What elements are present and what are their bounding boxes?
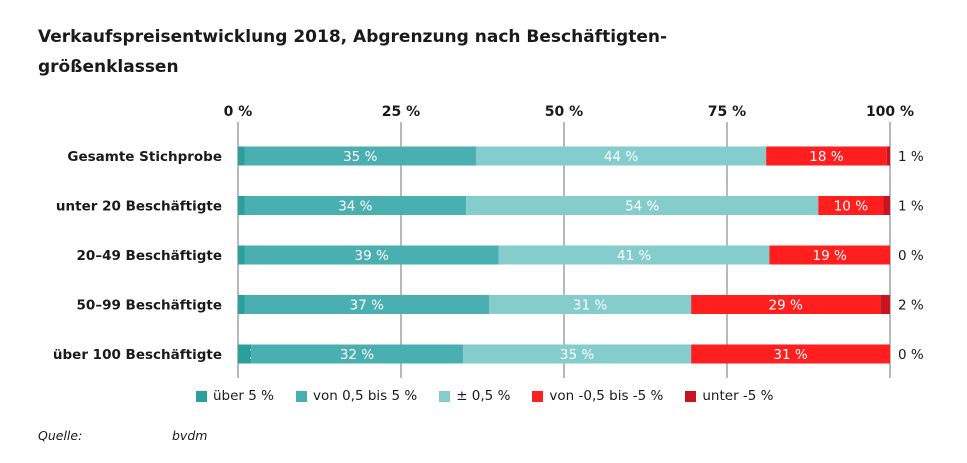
legend-swatch [532, 390, 544, 402]
data-label: 54 % [625, 199, 659, 215]
chart-title-line-2: größenklassen [38, 57, 179, 77]
legend-item-von-minus-0-5-bis-minus-5: von -0,5 bis -5 % [532, 388, 663, 404]
bar-segment [238, 196, 245, 215]
bar-segment [238, 245, 245, 265]
bar-segment [883, 196, 890, 215]
chart-title: Verkaufspreisentwicklung 2018, Abgrenzun… [38, 22, 678, 82]
data-label: 2 % [898, 298, 924, 314]
data-label: 0 % [898, 347, 924, 363]
bar-segment [489, 295, 692, 314]
data-label: 31 % [573, 298, 607, 314]
bar-segment [498, 245, 770, 265]
legend-item-unter-minus-5: unter -5 % [685, 388, 774, 404]
bar-segment [251, 344, 463, 364]
data-label: 32 % [340, 347, 374, 363]
bar-segment [238, 146, 245, 166]
bar-segment [462, 344, 692, 364]
legend-swatch [439, 390, 451, 402]
bar-segment [818, 196, 884, 215]
bar-segment [244, 196, 467, 215]
x-tick-label: 50 % [545, 104, 583, 120]
legend-label: von 0,5 bis 5 % [312, 388, 418, 404]
x-tick-label: 100 % [866, 104, 914, 120]
category-label: 50–99 Beschäftigte [77, 298, 222, 314]
bar-segment [244, 245, 499, 265]
bar-segment [238, 295, 245, 314]
data-label: 35 % [560, 347, 594, 363]
data-label: 0 % [898, 248, 924, 264]
data-label: 10 % [834, 199, 868, 215]
data-label: 18 % [809, 149, 843, 165]
legend-item-ueber-5: über 5 % [196, 388, 274, 404]
bar-segment [880, 295, 890, 314]
x-tick-label: 75 % [708, 104, 746, 120]
data-label: 1 % [898, 199, 924, 215]
bar-segment [769, 245, 890, 265]
legend-item-plus-minus-0-5: ± 0,5 % [439, 388, 510, 404]
data-label: 29 % [769, 298, 803, 314]
stacked-bar-chart: 0 % 25 % 50 % 75 % 100 % Gesamte Stichprobe 2 … [53, 104, 924, 378]
source-label: Quelle: [38, 428, 83, 443]
legend-swatch [196, 390, 207, 402]
source-value: bvdm [172, 428, 208, 443]
data-label: 31 % [773, 347, 807, 363]
category-label: Gesamte Stichprobe [67, 149, 222, 165]
data-label: 41 % [617, 248, 651, 264]
legend-swatch [685, 390, 697, 402]
bar-segment [238, 344, 252, 364]
data-label: 37 % [350, 298, 384, 314]
x-tick-label: 25 % [382, 104, 420, 120]
legend-label: unter -5 % [702, 388, 774, 404]
category-label: über 100 Beschäftigte [53, 347, 222, 363]
legend-item-von-0-5-bis-5: von 0,5 bis 5 % [295, 388, 418, 404]
data-label: 1 % [898, 149, 924, 165]
legend-label: von -0,5 bis -5 % [549, 388, 664, 404]
data-label: 44 % [604, 149, 638, 165]
bar-segment [244, 295, 490, 314]
bar-segment [691, 295, 881, 314]
bar-segment [691, 344, 890, 364]
data-label: 34 % [338, 199, 372, 215]
chart-legend: über 5 % von 0,5 bis 5 % ± 0,5 % von -0,… [196, 388, 774, 404]
category-label: 20–49 Beschäftigte [77, 248, 222, 264]
bar-segment [886, 146, 890, 166]
legend-swatch [295, 390, 307, 402]
bar-segment [475, 146, 767, 166]
data-label: 19 % [813, 248, 847, 264]
data-label: 35 % [343, 149, 377, 165]
x-tick-label: 0 % [224, 104, 253, 120]
bar-segment [766, 146, 887, 166]
bar-segment [466, 196, 819, 215]
category-label: unter 20 Beschäftigte [56, 199, 222, 215]
bar-segment [244, 146, 476, 166]
data-label: 39 % [355, 248, 389, 264]
legend-label: ± 0,5 % [456, 388, 511, 404]
chart-title-line-1: Verkaufspreisentwicklung 2018, Abgrenzun… [38, 27, 668, 47]
legend-label: über 5 % [213, 388, 274, 404]
